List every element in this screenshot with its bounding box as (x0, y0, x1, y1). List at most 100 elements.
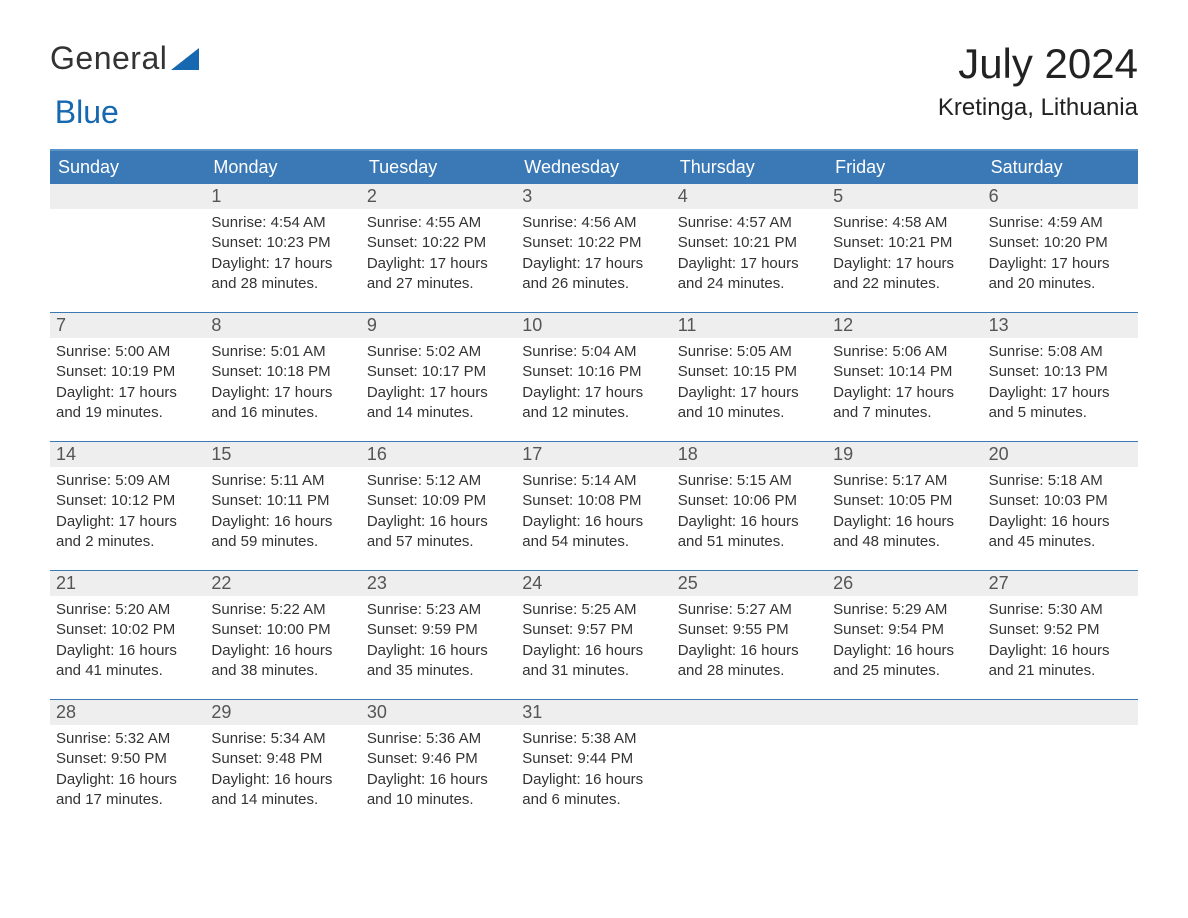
day-cell (983, 725, 1138, 828)
day-number: 18 (672, 442, 827, 467)
day-number: 17 (516, 442, 671, 467)
day-cell: Sunrise: 5:12 AMSunset: 10:09 PMDaylight… (361, 467, 516, 570)
daynum-strip: 14151617181920 (50, 441, 1138, 467)
sunrise-line: Sunrise: 5:17 AM (833, 471, 976, 491)
daylight-line: Daylight: 17 hours and 26 minutes. (522, 254, 665, 295)
day-number: 28 (50, 700, 205, 725)
logo-text-general: General (50, 40, 167, 77)
sunset-line: Sunset: 10:13 PM (989, 362, 1132, 382)
daylight-line: Daylight: 16 hours and 25 minutes. (833, 641, 976, 682)
daylight-line: Daylight: 16 hours and 51 minutes. (678, 512, 821, 553)
sunrise-line: Sunrise: 5:32 AM (56, 729, 199, 749)
day-cell: Sunrise: 5:06 AMSunset: 10:14 PMDaylight… (827, 338, 982, 441)
day-number: 31 (516, 700, 671, 725)
sunset-line: Sunset: 9:46 PM (367, 749, 510, 769)
day-cell: Sunrise: 5:38 AMSunset: 9:44 PMDaylight:… (516, 725, 671, 828)
daylight-line: Daylight: 16 hours and 57 minutes. (367, 512, 510, 553)
day-number: 26 (827, 571, 982, 596)
daylight-line: Daylight: 17 hours and 28 minutes. (211, 254, 354, 295)
sunrise-line: Sunrise: 5:18 AM (989, 471, 1132, 491)
sunrise-line: Sunrise: 4:55 AM (367, 213, 510, 233)
daylight-line: Daylight: 16 hours and 54 minutes. (522, 512, 665, 553)
sunset-line: Sunset: 10:00 PM (211, 620, 354, 640)
sunrise-line: Sunrise: 5:38 AM (522, 729, 665, 749)
cells-row: Sunrise: 5:32 AMSunset: 9:50 PM Daylight:… (50, 725, 1138, 828)
day-cell: Sunrise: 4:57 AMSunset: 10:21 PMDaylight… (672, 209, 827, 312)
sunrise-line: Sunrise: 5:25 AM (522, 600, 665, 620)
daylight-line: Daylight: 16 hours and 10 minutes. (367, 770, 510, 811)
day-number: 10 (516, 313, 671, 338)
sunset-line: Sunset: 9:50 PM (56, 749, 199, 769)
sunset-line: Sunset: 10:03 PM (989, 491, 1132, 511)
sunrise-line: Sunrise: 4:56 AM (522, 213, 665, 233)
daylight-line: Daylight: 17 hours and 10 minutes. (678, 383, 821, 424)
day-cell (50, 209, 205, 312)
day-cell: Sunrise: 5:22 AMSunset: 10:00 PMDaylight… (205, 596, 360, 699)
day-number: 15 (205, 442, 360, 467)
day-cell: Sunrise: 5:20 AMSunset: 10:02 PMDaylight… (50, 596, 205, 699)
sunrise-line: Sunrise: 5:14 AM (522, 471, 665, 491)
logo-text-blue: Blue (55, 94, 119, 130)
week-block: 78910111213Sunrise: 5:00 AMSunset: 10:19… (50, 312, 1138, 441)
daylight-line: Daylight: 17 hours and 12 minutes. (522, 383, 665, 424)
week-block: 28293031Sunrise: 5:32 AMSunset: 9:50 PMD… (50, 699, 1138, 828)
day-number: 4 (672, 184, 827, 209)
day-header: Tuesday (361, 151, 516, 184)
sunrise-line: Sunrise: 5:09 AM (56, 471, 199, 491)
daynum-strip: 123456 (50, 184, 1138, 209)
day-number: 23 (361, 571, 516, 596)
day-number: 3 (516, 184, 671, 209)
day-cell: Sunrise: 5:08 AMSunset: 10:13 PMDaylight… (983, 338, 1138, 441)
day-number: 27 (983, 571, 1138, 596)
cells-row: Sunrise: 5:00 AMSunset: 10:19 PMDaylight… (50, 338, 1138, 441)
daylight-line: Daylight: 16 hours and 38 minutes. (211, 641, 354, 682)
sunset-line: Sunset: 9:52 PM (989, 620, 1132, 640)
day-number: 30 (361, 700, 516, 725)
day-cell: Sunrise: 4:58 AMSunset: 10:21 PMDaylight… (827, 209, 982, 312)
sunrise-line: Sunrise: 4:58 AM (833, 213, 976, 233)
daylight-line: Daylight: 16 hours and 6 minutes. (522, 770, 665, 811)
sunrise-line: Sunrise: 5:27 AM (678, 600, 821, 620)
sunset-line: Sunset: 10:11 PM (211, 491, 354, 511)
day-cell: Sunrise: 5:04 AMSunset: 10:16 PMDaylight… (516, 338, 671, 441)
day-number: 24 (516, 571, 671, 596)
day-cell: Sunrise: 4:59 AMSunset: 10:20 PMDaylight… (983, 209, 1138, 312)
sunrise-line: Sunrise: 4:57 AM (678, 213, 821, 233)
day-number: 1 (205, 184, 360, 209)
calendar-page: General July 2024 Kretinga, Lithuania Ge… (0, 0, 1188, 868)
daylight-line: Daylight: 16 hours and 21 minutes. (989, 641, 1132, 682)
sunset-line: Sunset: 10:17 PM (367, 362, 510, 382)
day-cell: Sunrise: 5:11 AMSunset: 10:11 PMDaylight… (205, 467, 360, 570)
day-header-row: SundayMondayTuesdayWednesdayThursdayFrid… (50, 151, 1138, 184)
sunset-line: Sunset: 9:54 PM (833, 620, 976, 640)
sunrise-line: Sunrise: 5:00 AM (56, 342, 199, 362)
sunrise-line: Sunrise: 5:29 AM (833, 600, 976, 620)
day-cell: Sunrise: 5:17 AMSunset: 10:05 PMDaylight… (827, 467, 982, 570)
daylight-line: Daylight: 17 hours and 5 minutes. (989, 383, 1132, 424)
sunset-line: Sunset: 10:02 PM (56, 620, 199, 640)
sunset-line: Sunset: 10:18 PM (211, 362, 354, 382)
sunrise-line: Sunrise: 5:23 AM (367, 600, 510, 620)
page-title-month: July 2024 (938, 40, 1138, 88)
sunset-line: Sunset: 10:15 PM (678, 362, 821, 382)
day-cell (827, 725, 982, 828)
sunrise-line: Sunrise: 5:02 AM (367, 342, 510, 362)
daylight-line: Daylight: 16 hours and 59 minutes. (211, 512, 354, 553)
day-number (983, 700, 1138, 725)
daylight-line: Daylight: 16 hours and 41 minutes. (56, 641, 199, 682)
sunrise-line: Sunrise: 5:36 AM (367, 729, 510, 749)
day-number: 5 (827, 184, 982, 209)
day-cell: Sunrise: 5:25 AMSunset: 9:57 PMDaylight:… (516, 596, 671, 699)
day-cell: Sunrise: 4:56 AMSunset: 10:22 PMDaylight… (516, 209, 671, 312)
day-cell: Sunrise: 5:09 AMSunset: 10:12 PMDaylight… (50, 467, 205, 570)
daylight-line: Daylight: 16 hours and 14 minutes. (211, 770, 354, 811)
logo-triangle-icon (171, 41, 199, 78)
sunset-line: Sunset: 9:59 PM (367, 620, 510, 640)
day-cell: Sunrise: 5:02 AMSunset: 10:17 PMDaylight… (361, 338, 516, 441)
day-cell: Sunrise: 5:30 AMSunset: 9:52 PMDaylight:… (983, 596, 1138, 699)
sunset-line: Sunset: 10:16 PM (522, 362, 665, 382)
day-number: 7 (50, 313, 205, 338)
daylight-line: Daylight: 17 hours and 7 minutes. (833, 383, 976, 424)
weeks-container: 123456Sunrise: 4:54 AMSunset: 10:23 PMDa… (50, 184, 1138, 828)
cells-row: Sunrise: 5:20 AMSunset: 10:02 PMDaylight… (50, 596, 1138, 699)
